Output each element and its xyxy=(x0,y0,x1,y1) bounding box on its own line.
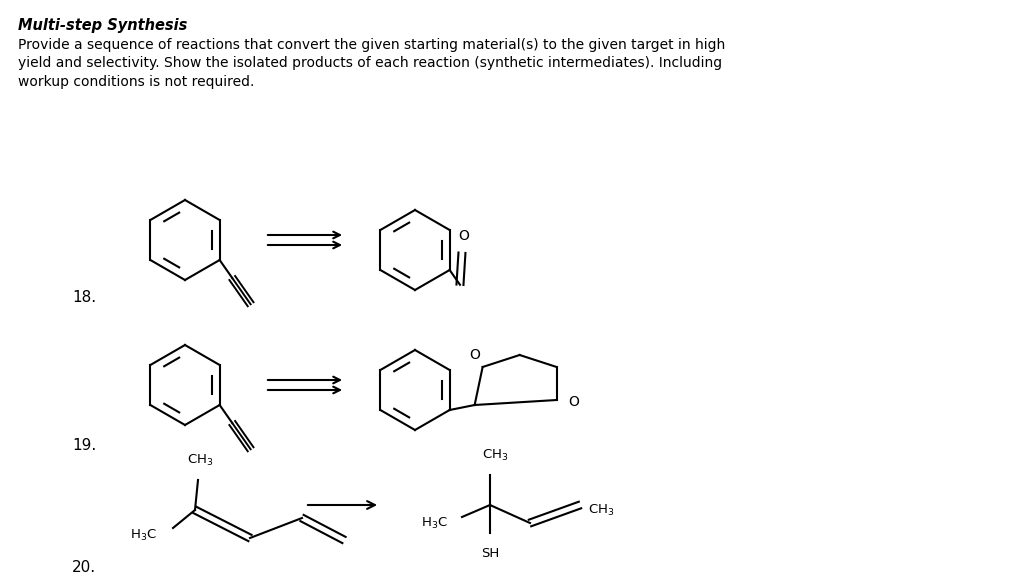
Text: CH$_3$: CH$_3$ xyxy=(187,453,214,468)
Text: H$_3$C: H$_3$C xyxy=(130,527,157,543)
Text: Multi-step Synthesis: Multi-step Synthesis xyxy=(18,18,187,33)
Text: 19.: 19. xyxy=(72,438,96,453)
Text: H$_3$C: H$_3$C xyxy=(421,516,448,530)
Text: 18.: 18. xyxy=(72,290,96,305)
Text: Provide a sequence of reactions that convert the given starting material(s) to t: Provide a sequence of reactions that con… xyxy=(18,38,726,89)
Text: O: O xyxy=(469,348,480,362)
Text: O: O xyxy=(459,229,469,243)
Text: 20.: 20. xyxy=(72,560,96,575)
Text: CH$_3$: CH$_3$ xyxy=(481,448,508,463)
Text: SH: SH xyxy=(481,547,499,560)
Text: CH$_3$: CH$_3$ xyxy=(588,503,614,517)
Text: O: O xyxy=(568,395,579,409)
